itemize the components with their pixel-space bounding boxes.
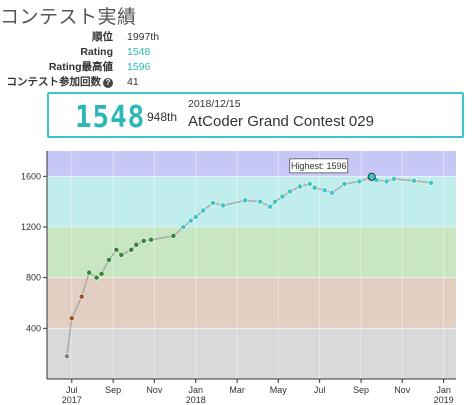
data-point <box>170 232 177 239</box>
data-point <box>133 241 140 248</box>
data-point <box>410 177 417 184</box>
rank-value: 1997th <box>127 31 160 43</box>
data-point <box>93 274 100 281</box>
data-point <box>113 246 120 253</box>
data-point <box>180 224 187 230</box>
data-point <box>200 207 207 214</box>
x-tick-label: May <box>270 385 288 395</box>
data-point <box>321 187 328 194</box>
data-point <box>287 188 293 195</box>
x-tick-label: Sep <box>353 385 369 395</box>
data-point <box>106 257 112 263</box>
rank-label: 順位 <box>92 31 113 43</box>
rating-band-1 <box>47 277 456 329</box>
highest-tooltip: Highest: 1596 <box>289 158 376 181</box>
data-point <box>272 198 278 205</box>
data-point <box>210 200 216 206</box>
x-tick-label: Nov <box>146 385 163 395</box>
data-point <box>187 217 194 224</box>
contest-date: 2018/12/15 <box>188 98 241 110</box>
data-point <box>148 236 155 243</box>
stat-row-rating: Rating 1548 <box>0 45 260 60</box>
data-point <box>311 184 318 191</box>
rating-band-4 <box>47 151 456 177</box>
chart-grid <box>47 151 456 379</box>
data-point <box>341 181 348 187</box>
x-tick-year: 2017 <box>62 395 82 405</box>
x-tick-label: Jul <box>314 385 326 395</box>
count-label: コンテスト参加回数? <box>0 75 127 90</box>
chart-axes <box>46 151 456 380</box>
data-point <box>68 315 75 322</box>
y-tick-label: 1200 <box>21 222 41 232</box>
data-point <box>63 353 70 360</box>
y-tick-label: 400 <box>26 323 41 333</box>
stat-row-count: コンテスト参加回数? 41 <box>0 75 260 90</box>
data-point <box>356 178 363 185</box>
contest-name-link[interactable]: AtCoder Grand Contest 029 <box>188 113 374 130</box>
data-point <box>391 175 397 182</box>
data-point <box>78 293 85 300</box>
stats-table: 順位 1997th Rating 1548 Rating最高値 1596 コンテ… <box>0 30 260 90</box>
contest-card: 1548 948th 2018/12/15 AtCoder Grand Cont… <box>47 92 464 138</box>
data-point <box>306 181 313 187</box>
data-point <box>428 180 435 186</box>
x-tick-label: Nov <box>394 385 411 395</box>
x-tick-label: Jan <box>436 385 451 395</box>
y-axis-ticks: 400 800 1200 1600 <box>21 171 47 333</box>
data-point <box>267 203 273 210</box>
rating-band-0 <box>47 328 456 379</box>
data-point <box>220 202 226 209</box>
x-tick-year: 2018 <box>186 395 206 405</box>
tooltip-label: Highest: 1596 <box>291 161 347 171</box>
count-label-text: コンテスト参加回数 <box>6 76 102 88</box>
x-tick-year: 2019 <box>434 395 454 405</box>
data-point <box>118 251 125 258</box>
x-tick-label: Mar <box>229 385 245 395</box>
help-icon[interactable]: ? <box>103 78 113 88</box>
x-tick-label: Sep <box>105 385 121 395</box>
rating-band-2 <box>47 227 456 278</box>
x-tick-label: Jan <box>188 385 203 395</box>
rating-label: Rating <box>80 46 113 58</box>
rating-value: 1548 <box>127 46 151 58</box>
y-tick-label: 1600 <box>21 171 41 181</box>
data-point <box>128 246 135 253</box>
tooltip-box <box>289 158 349 174</box>
rating-bands <box>47 151 456 379</box>
data-point <box>329 189 335 196</box>
data-point <box>98 270 105 277</box>
data-point <box>383 178 390 185</box>
contest-rating: 1548 <box>75 100 146 135</box>
data-point <box>257 198 264 205</box>
count-value: 41 <box>127 76 139 88</box>
highest-label: Rating最高値 <box>48 61 113 73</box>
data-point <box>279 193 286 200</box>
stat-row-highest: Rating最高値 1596 <box>0 60 260 75</box>
data-point <box>86 269 93 276</box>
highest-value: 1596 <box>127 61 151 73</box>
data-point <box>296 183 303 190</box>
data-point <box>192 213 199 220</box>
page-title: コンテスト実績 <box>0 7 137 28</box>
x-tick-label: Jul <box>66 385 78 395</box>
y-tick-label: 800 <box>26 273 41 283</box>
contest-rank: 948th <box>147 110 178 124</box>
stat-row-rank: 順位 1997th <box>0 30 260 45</box>
data-point <box>140 238 147 244</box>
data-point <box>242 197 249 204</box>
highest-point-marker <box>367 172 376 181</box>
